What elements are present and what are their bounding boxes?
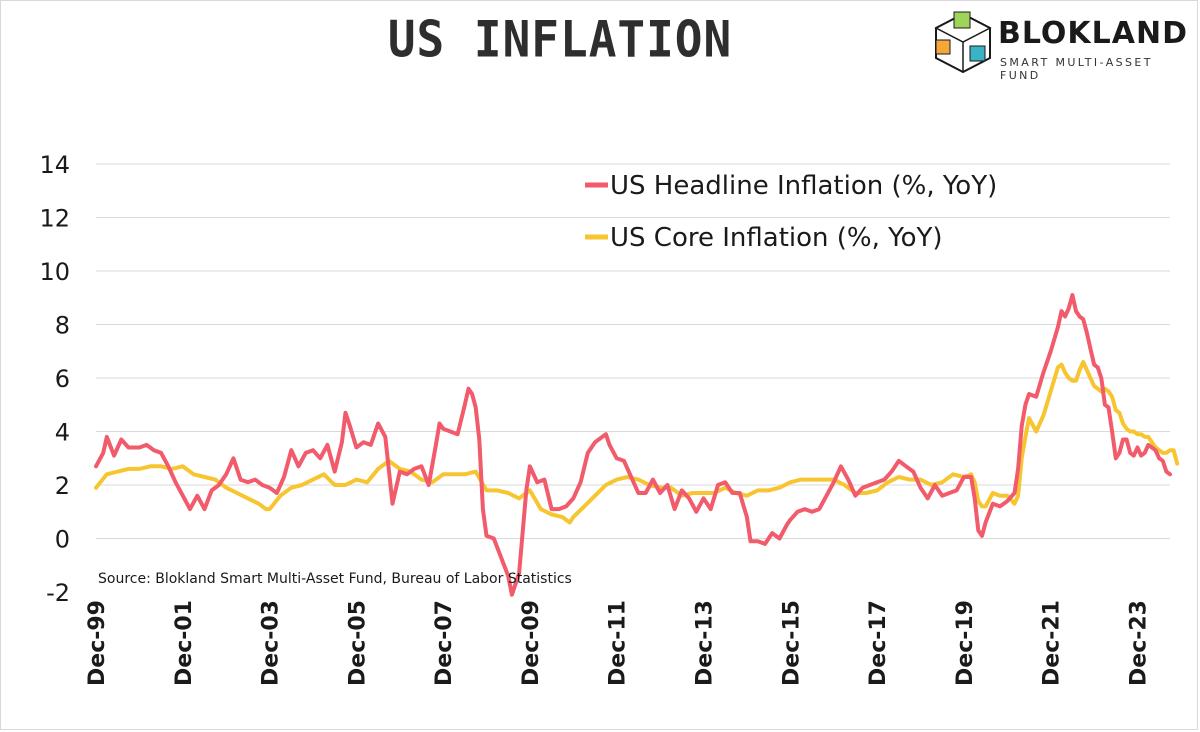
x-tick-label: Dec-05 xyxy=(345,600,370,686)
x-tick-label: Dec-21 xyxy=(1040,600,1065,686)
x-tick-label: Dec-15 xyxy=(779,600,804,686)
x-tick-label: Dec-07 xyxy=(432,600,457,686)
chart-title: US INFLATION xyxy=(387,9,733,69)
series-line-core xyxy=(94,360,1180,525)
x-tick-label: Dec-99 xyxy=(85,600,110,686)
y-tick-label: -2 xyxy=(46,579,70,607)
y-tick-label: 10 xyxy=(39,258,70,286)
x-tick-label: Dec-23 xyxy=(1126,600,1151,686)
y-tick-label: 0 xyxy=(55,526,70,554)
y-tick-label: 8 xyxy=(55,312,70,340)
y-tick-label: 4 xyxy=(55,419,70,447)
x-tick-label: Dec-19 xyxy=(953,600,978,686)
x-tick-label: Dec-01 xyxy=(172,600,197,686)
logo-subtitle: SMART MULTI-ASSET FUND xyxy=(1000,56,1153,82)
legend-label-core: US Core Inflation (%, YoY) xyxy=(610,223,943,253)
logo-cube-icon xyxy=(934,11,992,74)
x-tick-label: Dec-17 xyxy=(866,600,891,686)
source-note: Source: Blokland Smart Multi-Asset Fund,… xyxy=(98,571,572,587)
series-line-headline xyxy=(94,293,1172,597)
y-tick-label: 14 xyxy=(39,151,70,179)
x-tick-label: Dec-09 xyxy=(519,600,544,686)
legend-label-headline: US Headline Inflation (%, YoY) xyxy=(610,171,997,201)
x-tick-label: Dec-11 xyxy=(606,600,631,686)
logo: BLOKLAND SMART MULTI-ASSET FUND xyxy=(930,8,1190,82)
logo-name: BLOKLAND xyxy=(998,16,1189,51)
y-tick-label: 6 xyxy=(55,365,70,393)
x-tick-label: Dec-13 xyxy=(693,600,718,686)
x-axis-ticks: Dec-99 Dec-01 Dec-03 Dec-05 Dec-07 Dec-09 Dec-… xyxy=(85,600,1151,686)
y-axis-ticks: -2 0 2 4 6 8 10 12 14 xyxy=(39,151,70,607)
legend: US Headline Inflation (%, YoY) US Core I… xyxy=(585,171,997,253)
x-tick-label: Dec-03 xyxy=(259,600,284,686)
y-tick-label: 12 xyxy=(39,205,70,233)
y-tick-label: 2 xyxy=(55,472,70,500)
gridlines xyxy=(96,163,1170,539)
series-lines xyxy=(94,293,1180,597)
